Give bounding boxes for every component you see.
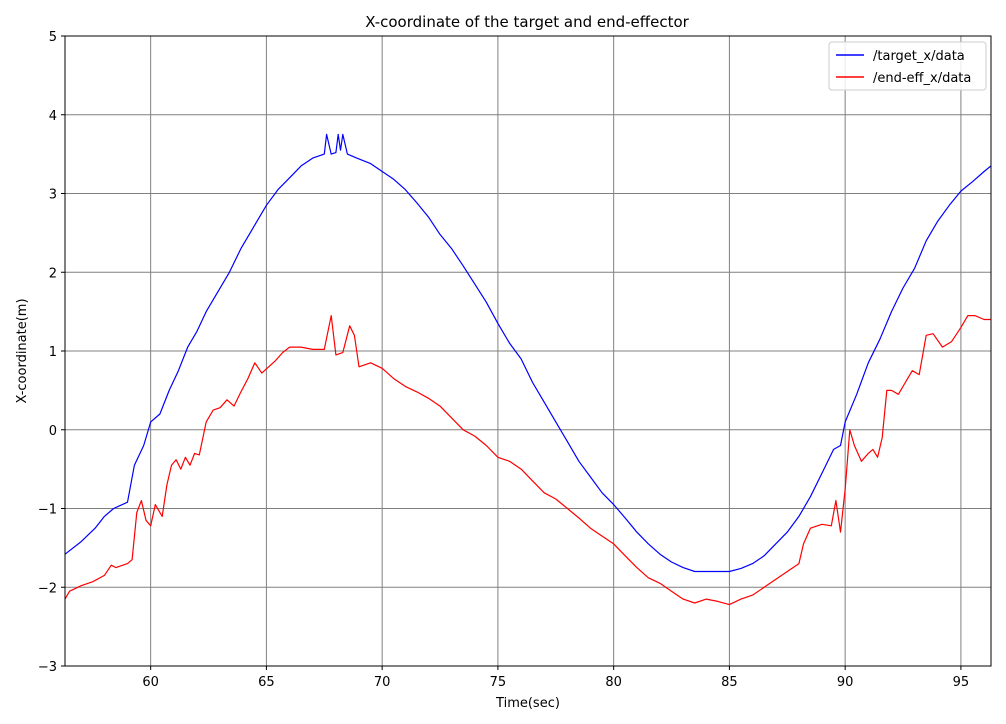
y-tick-label: 3 [49,188,57,203]
x-tick-label: 60 [142,675,159,690]
x-tick-label: 70 [374,675,391,690]
y-tick-label: 0 [49,424,57,439]
x-axis-label: Time(sec) [495,696,560,711]
x-axis: 60 65 70 75 80 85 90 95 [142,666,969,690]
x-tick-label: 90 [837,675,854,690]
y-tick-label: 1 [49,345,57,360]
series-line-0 [65,133,991,573]
y-tick-label: −1 [38,503,57,518]
y-axis-label: X-coordinate(m) [15,298,30,403]
y-tick-label: −3 [38,660,57,675]
grid [65,36,991,666]
series-layer [65,133,991,606]
plot-area [64,35,992,667]
legend-label: /end-eff_x/data [873,71,971,86]
x-tick-label: 95 [953,675,970,690]
x-tick-label: 75 [490,675,507,690]
y-axis: −3 −2 −1 0 1 2 3 4 5 [38,30,65,675]
legend: /target_x/data/end-eff_x/data [828,41,987,91]
legend-label: /target_x/data [873,49,965,64]
chart-title: X-coordinate of the target and end-effec… [365,13,689,31]
y-tick-label: 4 [49,109,57,124]
x-tick-label: 80 [605,675,622,690]
y-tick-label: 2 [49,266,57,281]
y-tick-label: 5 [49,30,57,45]
y-tick-label: −2 [38,581,57,596]
series-line-1 [65,315,991,606]
x-tick-label: 85 [721,675,738,690]
legend-box [828,41,987,91]
x-tick-label: 65 [258,675,275,690]
